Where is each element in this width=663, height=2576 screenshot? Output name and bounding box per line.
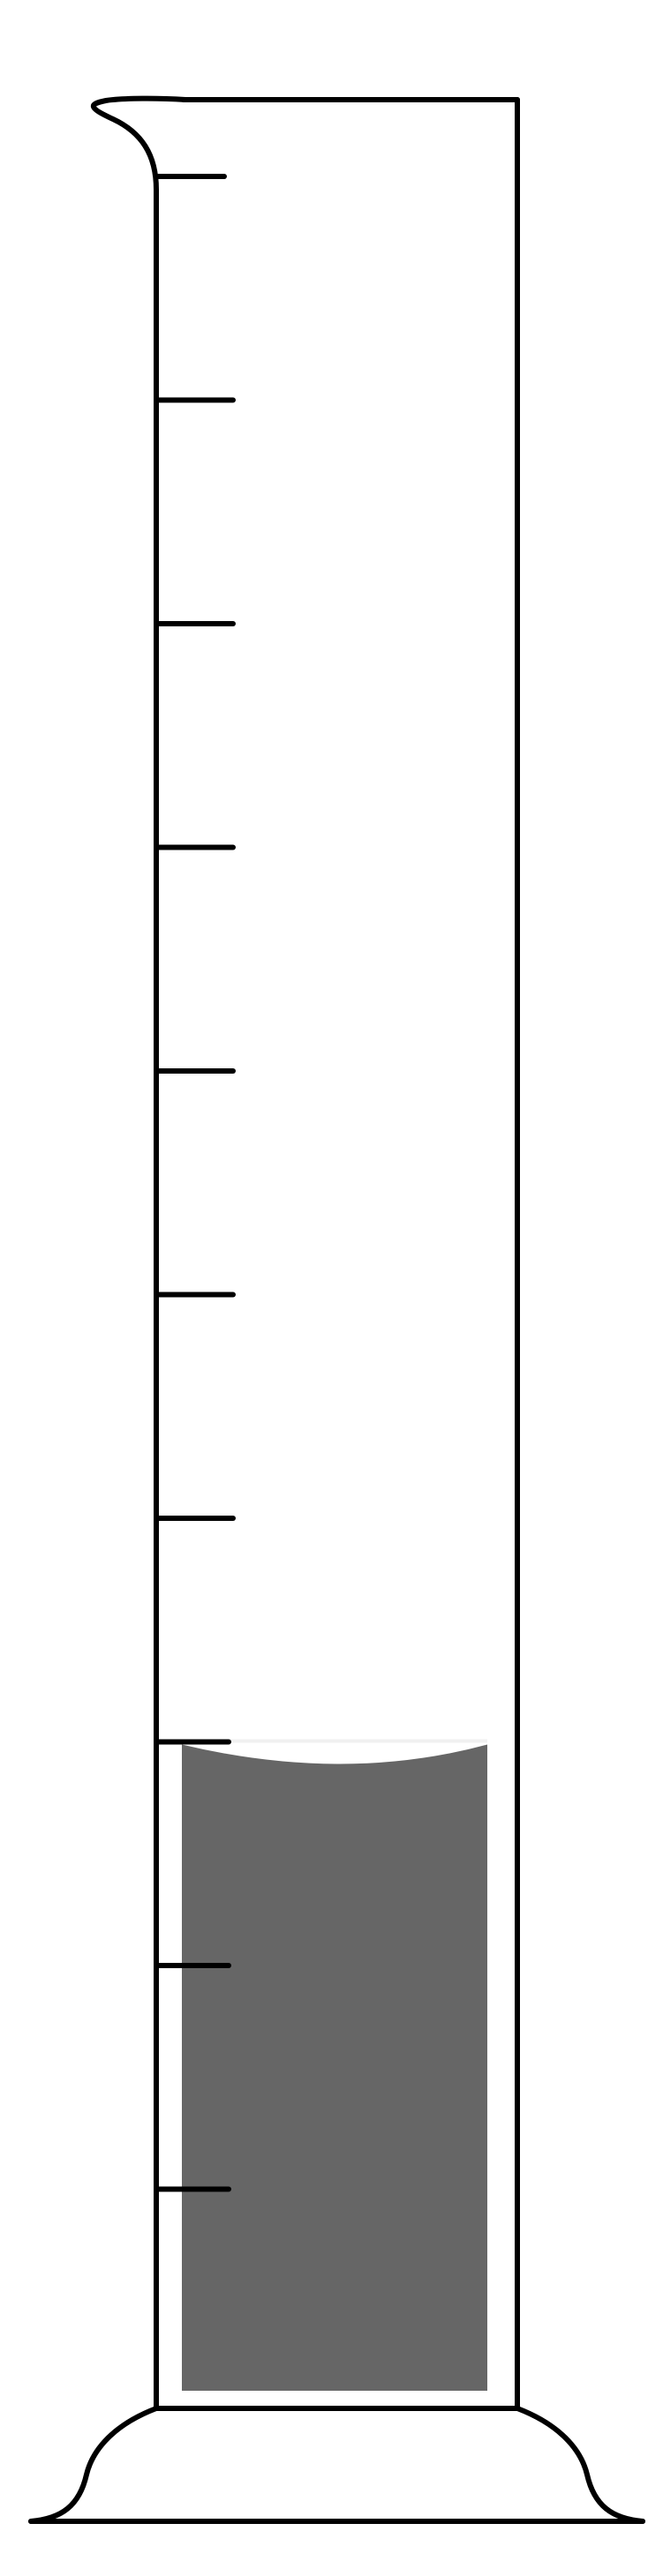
cylinder-tube — [91, 95, 520, 2411]
liquid-fill — [182, 1744, 487, 2391]
graduation-marks — [154, 174, 236, 2192]
base-right-flare — [515, 2406, 645, 2524]
base-left-flare — [28, 2406, 159, 2524]
cylinder-left-wall-with-spout — [91, 95, 188, 2411]
liquid — [182, 1739, 487, 2391]
cylinder-base — [28, 2406, 645, 2524]
